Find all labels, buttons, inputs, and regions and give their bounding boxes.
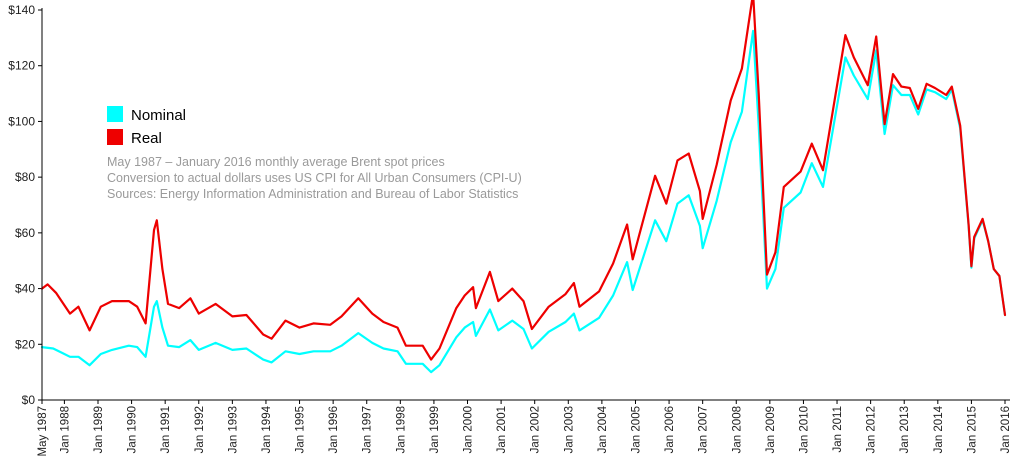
x-tick-label: Jan 2005 — [630, 406, 642, 453]
x-tick-label: Jan 1994 — [261, 405, 273, 453]
x-tick-label: Jan 1998 — [395, 406, 407, 453]
x-tick-label: Jan 2010 — [798, 406, 810, 453]
note-date-range: May 1987 – January 2016 monthly average … — [107, 155, 445, 169]
y-axis-ticks: $0 $20 $40 $60 $80 $100 $120 $140 — [8, 3, 42, 407]
x-tick-label: Jan 2003 — [563, 406, 575, 453]
chart-notes: May 1987 – January 2016 monthly average … — [107, 155, 522, 201]
x-tick-label: Jan 2000 — [463, 406, 475, 453]
x-tick-label: Jan 2013 — [899, 406, 911, 453]
x-tick-label: Jan 2002 — [530, 406, 542, 453]
x-tick-label: Jan 2016 — [1000, 406, 1012, 453]
y-tick-label: $120 — [8, 59, 35, 73]
x-tick-label: Jan 1988 — [59, 406, 71, 453]
series-line-real — [40, 0, 1007, 361]
legend-swatch-real — [107, 129, 123, 145]
x-tick-label: Jan 1993 — [227, 406, 239, 453]
x-tick-label: Jan 2001 — [496, 406, 508, 453]
y-tick-label: $40 — [15, 282, 35, 296]
x-tick-label: Jan 2009 — [765, 406, 777, 453]
x-axis-ticks: May 1987 Jan 1988 Jan 1989 Jan 1990 Jan 1991… — [37, 400, 1012, 457]
x-tick-label: Jan 2007 — [698, 406, 710, 453]
x-tick-label: Jan 1999 — [429, 406, 441, 453]
y-tick-label: $0 — [22, 393, 36, 407]
note-sources: Sources: Energy Information Administrati… — [107, 187, 518, 201]
x-tick-label: Jan 1991 — [160, 406, 172, 453]
series-line-nominal — [40, 29, 1007, 374]
x-tick-label: Jan 2015 — [966, 406, 978, 453]
x-tick-label: Jan 1992 — [194, 406, 206, 453]
x-tick-label: Jan 1996 — [328, 406, 340, 453]
x-tick-label: Jan 2012 — [866, 406, 878, 453]
x-tick-label: Jan 2011 — [832, 406, 844, 452]
x-tick-label: Jan 2004 — [597, 405, 609, 453]
y-tick-label: $80 — [15, 170, 35, 184]
legend-label-real: Real — [131, 130, 162, 147]
legend-label-nominal: Nominal — [131, 107, 186, 124]
x-tick-label: Jan 1989 — [93, 406, 105, 453]
y-tick-label: $20 — [15, 337, 35, 351]
x-tick-label: Jan 1990 — [127, 406, 139, 453]
note-cpi-conversion: Conversion to actual dollars uses US CPI… — [107, 171, 522, 185]
series-layer — [40, 0, 1007, 374]
y-tick-label: $100 — [8, 114, 35, 128]
x-tick-label: May 1987 — [37, 406, 49, 457]
x-tick-label: Jan 2008 — [731, 406, 743, 453]
x-tick-label: Jan 1997 — [362, 406, 374, 453]
y-tick-label: $60 — [15, 226, 35, 240]
x-tick-label: Jan 2014 — [933, 405, 945, 453]
y-tick-label: $140 — [8, 3, 35, 17]
legend-swatch-nominal — [107, 106, 123, 122]
legend: Nominal Real — [107, 106, 186, 147]
x-tick-label: Jan 1995 — [295, 406, 307, 453]
x-tick-label: Jan 2006 — [664, 406, 676, 453]
